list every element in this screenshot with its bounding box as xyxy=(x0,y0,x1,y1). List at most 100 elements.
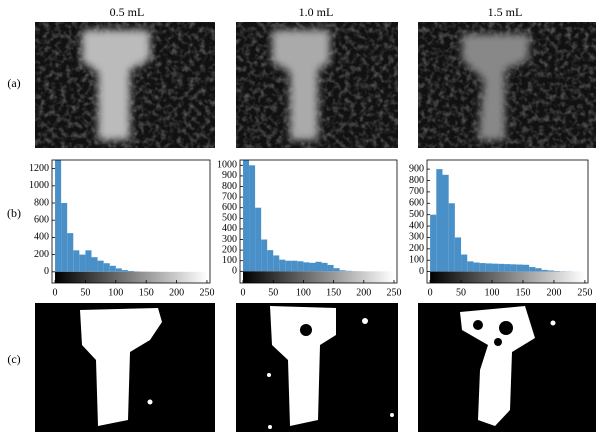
bar xyxy=(327,264,334,272)
bar xyxy=(535,268,542,272)
bar xyxy=(498,263,505,272)
y-tick-label: 200 xyxy=(409,243,424,254)
y-tick-label: 800 xyxy=(34,197,49,208)
x-tick-label: 100 xyxy=(296,287,311,298)
y-tick-label: 200 xyxy=(34,249,49,260)
x-tick-label: 200 xyxy=(356,287,371,298)
y-tick-label: 300 xyxy=(409,232,424,243)
image xyxy=(418,22,596,148)
y-tick-label: 0 xyxy=(419,266,424,277)
y-tick-label: 900 xyxy=(222,170,237,181)
bar xyxy=(273,255,280,272)
bar xyxy=(243,160,250,272)
bar xyxy=(436,169,443,272)
mask xyxy=(418,303,596,432)
x-tick-label: 50 xyxy=(80,287,90,298)
bar xyxy=(109,265,116,272)
x-tick-label: 250 xyxy=(386,287,401,298)
bar xyxy=(321,262,328,272)
mask xyxy=(35,303,215,432)
bar xyxy=(492,263,499,272)
bar xyxy=(315,261,322,272)
column-title: 1.0 mL xyxy=(299,5,334,19)
x-tick-label: 100 xyxy=(108,287,123,298)
bar xyxy=(333,268,340,272)
bar xyxy=(285,260,292,272)
bar xyxy=(291,260,298,272)
bar xyxy=(442,174,449,272)
bar xyxy=(55,160,62,272)
row-label: (b) xyxy=(7,206,21,220)
bar xyxy=(297,261,304,272)
column-title: 1.5 mL xyxy=(488,5,523,19)
row-label: (c) xyxy=(7,352,20,366)
bar xyxy=(504,264,511,272)
x-tick-label: 0 xyxy=(241,287,246,298)
bar xyxy=(430,214,437,272)
y-tick-label: 600 xyxy=(34,215,49,226)
bar xyxy=(255,207,262,272)
plot-frame xyxy=(426,159,589,284)
bar xyxy=(461,254,468,272)
bar xyxy=(61,203,68,272)
y-tick-label: 400 xyxy=(409,220,424,231)
bar xyxy=(303,262,310,272)
x-tick-label: 150 xyxy=(326,287,341,298)
x-tick-label: 100 xyxy=(485,287,500,298)
y-tick-label: 500 xyxy=(409,209,424,220)
bar xyxy=(127,270,135,272)
bar xyxy=(261,239,268,272)
row-label: (a) xyxy=(7,76,20,90)
y-tick-label: 900 xyxy=(409,163,424,174)
bar xyxy=(454,237,462,272)
y-tick-label: 1000 xyxy=(29,180,49,191)
y-tick-label: 100 xyxy=(409,255,424,266)
image xyxy=(35,22,215,148)
mask xyxy=(236,303,398,432)
y-tick-label: 500 xyxy=(222,213,237,224)
bar xyxy=(79,254,86,272)
bar xyxy=(448,203,455,272)
y-tick-label: 0 xyxy=(44,266,49,277)
bar xyxy=(553,271,561,272)
plot-frame xyxy=(51,159,211,284)
y-tick-label: 700 xyxy=(222,191,237,202)
x-tick-label: 200 xyxy=(169,287,184,298)
bar xyxy=(73,250,80,272)
bar xyxy=(309,262,316,272)
y-tick-label: 1200 xyxy=(29,163,49,174)
image xyxy=(236,22,398,148)
bar xyxy=(473,262,480,272)
bar xyxy=(115,268,122,272)
x-tick-label: 0 xyxy=(53,287,58,298)
bar xyxy=(516,264,523,272)
bar xyxy=(121,270,128,272)
y-tick-label: 700 xyxy=(409,186,424,197)
y-tick-label: 100 xyxy=(222,255,237,266)
y-tick-label: 800 xyxy=(409,175,424,186)
bar xyxy=(339,270,346,272)
colorbar xyxy=(55,271,207,283)
y-tick-label: 400 xyxy=(222,223,237,234)
bar xyxy=(97,260,104,272)
y-tick-label: 200 xyxy=(222,244,237,255)
x-tick-label: 50 xyxy=(268,287,278,298)
bar xyxy=(279,259,286,272)
bar xyxy=(249,165,256,272)
bar xyxy=(485,263,493,272)
x-tick-label: 150 xyxy=(515,287,530,298)
y-tick-label: 400 xyxy=(34,232,49,243)
x-tick-label: 250 xyxy=(577,287,592,298)
bar xyxy=(510,264,517,272)
x-tick-label: 150 xyxy=(139,287,154,298)
bar xyxy=(541,269,548,272)
bar xyxy=(547,270,554,272)
bar xyxy=(479,263,486,272)
x-tick-label: 250 xyxy=(199,287,214,298)
plot-frame xyxy=(239,159,398,284)
bar xyxy=(91,257,98,272)
x-tick-label: 0 xyxy=(428,287,433,298)
bar xyxy=(529,267,536,272)
y-tick-label: 0 xyxy=(232,266,237,277)
